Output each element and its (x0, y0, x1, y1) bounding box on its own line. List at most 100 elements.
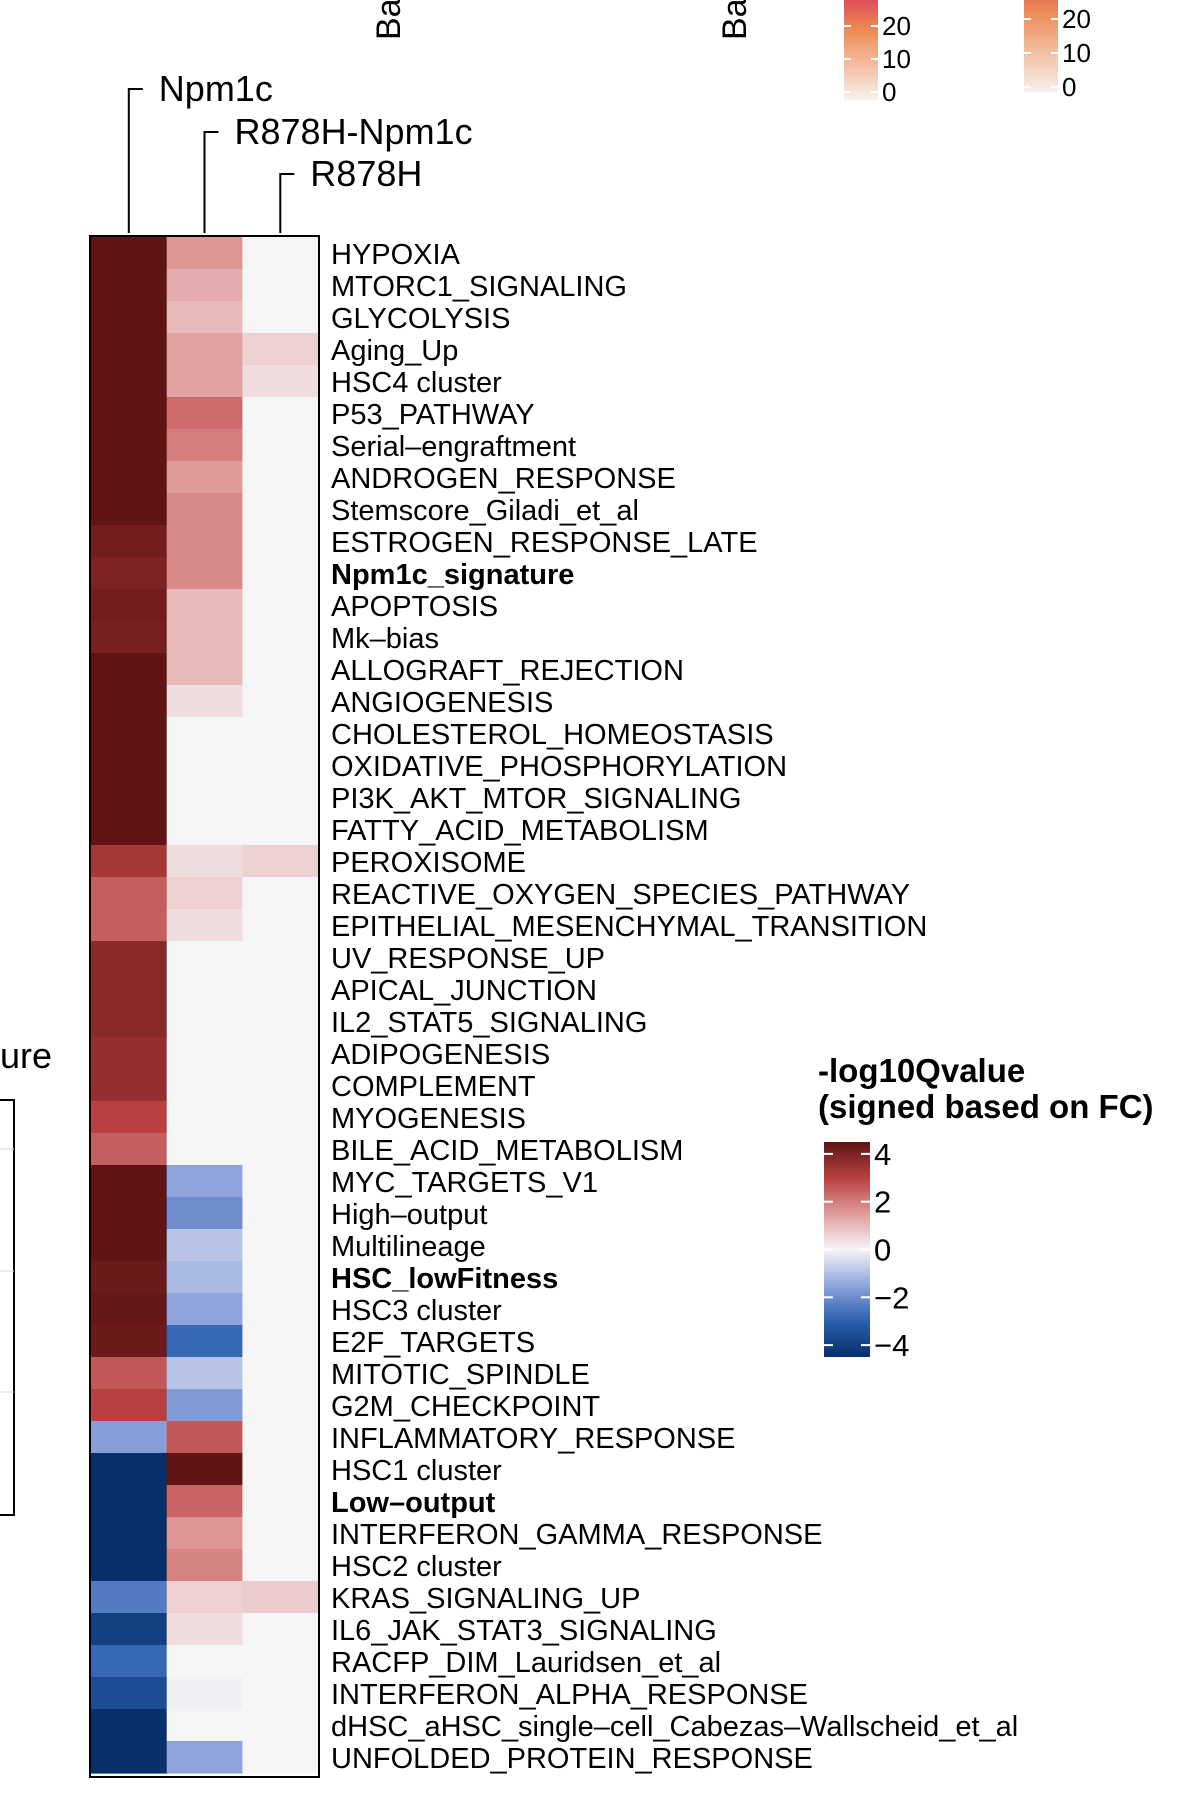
heatmap-cell (166, 1645, 243, 1678)
heatmap-cell (242, 589, 319, 622)
heatmap-cell (242, 749, 319, 782)
heatmap-cell (166, 845, 243, 878)
top-legend-tick-label: 0 (1062, 72, 1076, 102)
heatmap-cell (242, 1485, 319, 1518)
heatmap-cell (91, 717, 168, 750)
heatmap-cell (91, 845, 168, 878)
row-label: Multilineage (331, 1231, 486, 1263)
heatmap-cell (91, 1581, 168, 1614)
column-label: Npm1c (159, 68, 273, 109)
row-label: Serial–engraftment (331, 431, 576, 463)
row-label: G2M_CHECKPOINT (331, 1391, 600, 1423)
heatmap-cell (242, 1165, 319, 1198)
row-label: CHOLESTEROL_HOMEOSTASIS (331, 719, 774, 751)
row-label: REACTIVE_OXYGEN_SPECIES_PATHWAY (331, 879, 910, 911)
heatmap-cell (166, 1357, 243, 1390)
heatmap-cell (91, 237, 168, 270)
heatmap-cell (166, 1549, 243, 1582)
top-legend-tick-label: 10 (882, 44, 911, 74)
heatmap-cell (166, 525, 243, 558)
row-label: ESTROGEN_RESPONSE_LATE (331, 527, 758, 559)
heatmap-cell (242, 1325, 319, 1358)
heatmap-cell (91, 1485, 168, 1518)
heatmap-cell (242, 1613, 319, 1646)
heatmap-cell (166, 781, 243, 814)
legend-tick-label: −4 (874, 1328, 909, 1363)
top-legend-tick-label: 20 (1062, 4, 1091, 34)
row-label: HSC_lowFitness (331, 1263, 558, 1295)
heatmap-cell (91, 1549, 168, 1582)
heatmap-cell (166, 269, 243, 302)
heatmap-cell (166, 1293, 243, 1326)
heatmap-cell (166, 589, 243, 622)
heatmap-cell (166, 1037, 243, 1070)
heatmap-cell (242, 1293, 319, 1326)
row-label: ADIPOGENESIS (331, 1039, 550, 1071)
heatmap-cell (91, 813, 168, 846)
heatmap-cell (91, 301, 168, 334)
heatmap-cell (242, 877, 319, 910)
heatmap-cell (166, 1517, 243, 1550)
heatmap-cell (91, 1197, 168, 1230)
heatmap-cell (242, 813, 319, 846)
heatmap-cell (242, 1677, 319, 1710)
top-legend-tick-label: 10 (1062, 38, 1091, 68)
top-legend-tick-label: 0 (882, 77, 896, 107)
heatmap-cell (166, 1485, 243, 1518)
row-label: MITOTIC_SPINDLE (331, 1359, 590, 1391)
heatmap-cell (166, 1741, 243, 1774)
heatmap-cell (242, 1581, 319, 1614)
heatmap-cell (91, 1613, 168, 1646)
heatmap-cell (91, 429, 168, 462)
row-label: Mk–bias (331, 623, 439, 655)
heatmap-cell (91, 1293, 168, 1326)
heatmap-cell (242, 269, 319, 302)
row-label: dHSC_aHSC_single–cell_Cabezas–Wallscheid… (331, 1711, 1018, 1743)
row-label: BILE_ACID_METABOLISM (331, 1135, 683, 1167)
row-label: INTERFERON_ALPHA_RESPONSE (331, 1679, 808, 1711)
row-label: OXIDATIVE_PHOSPHORYLATION (331, 751, 787, 783)
heatmap-cell (242, 461, 319, 494)
heatmap-cell (91, 461, 168, 494)
heatmap-cell (242, 1261, 319, 1294)
heatmap-cell (166, 973, 243, 1006)
heatmap-cell (166, 1453, 243, 1486)
heatmap-cell (166, 397, 243, 430)
row-label: HSC3 cluster (331, 1295, 502, 1327)
annotation-title-1: Ba (370, 0, 408, 40)
row-label: INTERFERON_GAMMA_RESPONSE (331, 1519, 822, 1551)
heatmap-cell (166, 365, 243, 398)
heatmap-cell (91, 877, 168, 910)
top-legend-2: 20 10 0 (1024, 0, 1091, 102)
heatmap-cell (91, 1453, 168, 1486)
heatmap-cell (242, 1005, 319, 1038)
heatmap-cell (166, 621, 243, 654)
heatmap-cell (242, 1229, 319, 1262)
top-legend-2-colorbar (1024, 0, 1058, 92)
heatmap-cell (166, 1709, 243, 1742)
heatmap-cell (91, 557, 168, 590)
heatmap-cell (242, 781, 319, 814)
row-label: HYPOXIA (331, 239, 461, 271)
heatmap-cell (242, 397, 319, 430)
row-label: HSC4 cluster (331, 367, 502, 399)
row-label: COMPLEMENT (331, 1071, 536, 1103)
row-label: APICAL_JUNCTION (331, 975, 597, 1007)
row-label: P53_PATHWAY (331, 399, 535, 431)
heatmap-cell (242, 1101, 319, 1134)
heatmap-cell (166, 685, 243, 718)
heatmap-cell (166, 1261, 243, 1294)
heatmap-cell (166, 557, 243, 590)
heatmap-cell (166, 493, 243, 526)
heatmap-cell (91, 1261, 168, 1294)
legend-title-line2: (signed based on FC) (818, 1088, 1154, 1125)
heatmap-cell (91, 781, 168, 814)
row-label: High–output (331, 1199, 487, 1231)
heatmap-cell (242, 1421, 319, 1454)
heatmap-cell (242, 1709, 319, 1742)
heatmap-cell (91, 1165, 168, 1198)
